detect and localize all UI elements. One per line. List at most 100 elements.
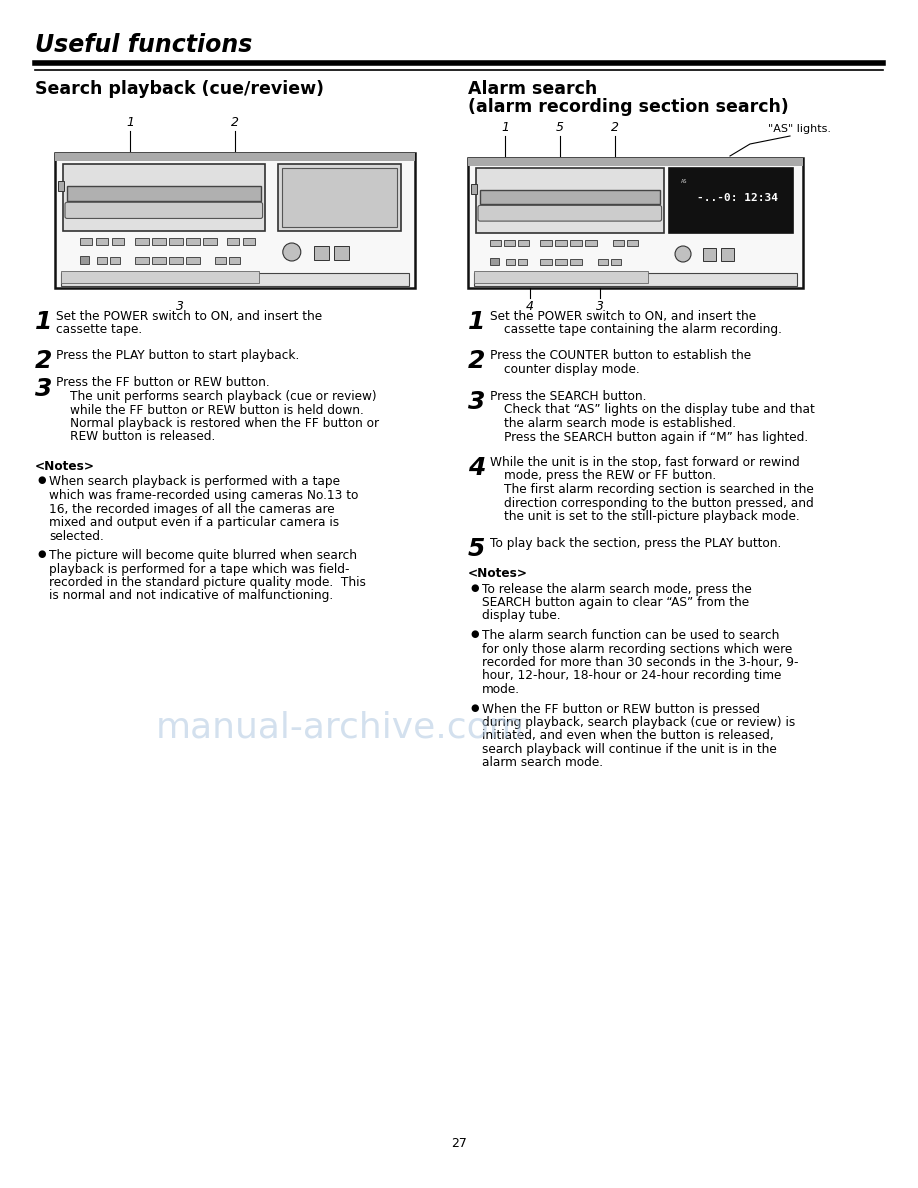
- Bar: [152, 257, 166, 264]
- Text: Set the POWER switch to ON, and insert the: Set the POWER switch to ON, and insert t…: [490, 310, 756, 323]
- Text: Check that “AS” lights on the display tube and that: Check that “AS” lights on the display tu…: [504, 404, 815, 417]
- Text: hour, 12-hour, 18-hour or 24-hour recording time: hour, 12-hour, 18-hour or 24-hour record…: [482, 670, 781, 682]
- Text: 16, the recorded images of all the cameras are: 16, the recorded images of all the camer…: [49, 503, 335, 516]
- Text: While the unit is in the stop, fast forward or rewind: While the unit is in the stop, fast forw…: [490, 456, 800, 469]
- Text: 2: 2: [611, 121, 619, 134]
- Text: To play back the section, press the PLAY button.: To play back the section, press the PLAY…: [490, 537, 781, 550]
- Text: playback is performed for a tape which was field-: playback is performed for a tape which w…: [49, 562, 350, 575]
- Text: <Notes>: <Notes>: [35, 460, 95, 473]
- Bar: [518, 259, 527, 265]
- Bar: [555, 240, 567, 246]
- Bar: [314, 246, 330, 260]
- Text: search playback will continue if the unit is in the: search playback will continue if the uni…: [482, 742, 777, 756]
- Bar: [468, 158, 803, 166]
- Circle shape: [675, 246, 691, 263]
- Text: When search playback is performed with a tape: When search playback is performed with a…: [49, 475, 340, 488]
- Text: The picture will become quite blurred when search: The picture will become quite blurred wh…: [49, 549, 357, 562]
- Text: When the FF button or REW button is pressed: When the FF button or REW button is pres…: [482, 702, 760, 715]
- Text: 2: 2: [231, 116, 239, 129]
- Text: The alarm search function can be used to search: The alarm search function can be used to…: [482, 628, 779, 642]
- Bar: [61, 272, 409, 286]
- Text: ●: ●: [470, 582, 478, 593]
- Text: ●: ●: [37, 549, 46, 560]
- Bar: [480, 190, 660, 204]
- Bar: [186, 238, 200, 245]
- Bar: [229, 257, 240, 264]
- Text: 27: 27: [451, 1137, 467, 1150]
- Bar: [169, 257, 183, 264]
- Text: the unit is set to the still-picture playback mode.: the unit is set to the still-picture pla…: [504, 510, 800, 523]
- Text: 1: 1: [126, 116, 134, 129]
- Text: AS: AS: [680, 179, 688, 184]
- Bar: [570, 240, 582, 246]
- Text: Normal playback is restored when the FF button or: Normal playback is restored when the FF …: [70, 417, 379, 430]
- Bar: [112, 238, 124, 245]
- Bar: [135, 257, 149, 264]
- Text: mode.: mode.: [482, 683, 520, 696]
- Bar: [585, 240, 597, 246]
- Bar: [58, 181, 64, 191]
- Bar: [63, 164, 264, 232]
- Bar: [555, 259, 567, 265]
- Text: 1: 1: [468, 310, 486, 334]
- Bar: [186, 257, 200, 264]
- Text: 2: 2: [468, 349, 486, 373]
- Text: counter display mode.: counter display mode.: [504, 362, 640, 375]
- FancyBboxPatch shape: [55, 153, 415, 287]
- Text: The first alarm recording section is searched in the: The first alarm recording section is sea…: [504, 484, 813, 497]
- Text: which was frame-recorded using cameras No.13 to: which was frame-recorded using cameras N…: [49, 489, 358, 503]
- Bar: [227, 238, 239, 245]
- FancyBboxPatch shape: [65, 202, 263, 219]
- Text: Press the SEARCH button again if “M” has lighted.: Press the SEARCH button again if “M” has…: [504, 430, 808, 443]
- Bar: [55, 153, 415, 162]
- Bar: [135, 238, 149, 245]
- Text: mode, press the REW or FF button.: mode, press the REW or FF button.: [504, 469, 716, 482]
- Text: SEARCH button again to clear “AS” from the: SEARCH button again to clear “AS” from t…: [482, 596, 749, 609]
- FancyBboxPatch shape: [468, 158, 803, 287]
- Bar: [97, 257, 107, 264]
- Bar: [540, 259, 552, 265]
- Text: recorded for more than 30 seconds in the 3-hour, 9-: recorded for more than 30 seconds in the…: [482, 656, 799, 669]
- Bar: [80, 255, 89, 264]
- Text: direction corresponding to the button pressed, and: direction corresponding to the button pr…: [504, 497, 813, 510]
- Text: Press the COUNTER button to establish the: Press the COUNTER button to establish th…: [490, 349, 751, 362]
- Text: Search playback (cue/review): Search playback (cue/review): [35, 80, 324, 97]
- Text: <Notes>: <Notes>: [468, 567, 528, 580]
- Text: 1: 1: [501, 121, 509, 134]
- Bar: [570, 259, 582, 265]
- Text: Press the SEARCH button.: Press the SEARCH button.: [490, 390, 646, 403]
- Bar: [669, 169, 793, 233]
- Text: Press the PLAY button to start playback.: Press the PLAY button to start playback.: [56, 349, 299, 362]
- Text: 4: 4: [468, 456, 486, 480]
- Text: Useful functions: Useful functions: [35, 33, 252, 57]
- Bar: [476, 169, 664, 233]
- Bar: [474, 273, 797, 286]
- Bar: [67, 187, 261, 201]
- Text: during playback, search playback (cue or review) is: during playback, search playback (cue or…: [482, 716, 795, 729]
- Text: REW button is released.: REW button is released.: [70, 430, 215, 443]
- Bar: [598, 259, 608, 265]
- Text: for only those alarm recording sections which were: for only those alarm recording sections …: [482, 643, 792, 656]
- Text: 3: 3: [176, 301, 184, 312]
- Text: manual-archive.com: manual-archive.com: [155, 710, 524, 745]
- Text: mixed and output even if a particular camera is: mixed and output even if a particular ca…: [49, 516, 339, 529]
- Text: recorded in the standard picture quality mode.  This: recorded in the standard picture quality…: [49, 576, 366, 589]
- Text: "AS" lights.: "AS" lights.: [768, 124, 831, 134]
- Text: 1: 1: [35, 310, 52, 334]
- Text: selected.: selected.: [49, 530, 104, 543]
- Text: To release the alarm search mode, press the: To release the alarm search mode, press …: [482, 582, 752, 595]
- FancyBboxPatch shape: [478, 206, 662, 221]
- Text: Alarm search: Alarm search: [468, 80, 598, 97]
- Bar: [627, 240, 638, 246]
- Text: The unit performs search playback (cue or review): The unit performs search playback (cue o…: [70, 390, 376, 403]
- Bar: [152, 238, 166, 245]
- Bar: [506, 259, 515, 265]
- Text: ●: ●: [470, 702, 478, 713]
- Text: is normal and not indicative of malfunctioning.: is normal and not indicative of malfunct…: [49, 589, 333, 602]
- Text: 5: 5: [468, 537, 486, 562]
- Text: 3: 3: [468, 390, 486, 413]
- Text: Press the FF button or REW button.: Press the FF button or REW button.: [56, 377, 270, 390]
- Text: ●: ●: [37, 475, 46, 486]
- Bar: [518, 240, 529, 246]
- Text: initiated, and even when the button is released,: initiated, and even when the button is r…: [482, 729, 774, 742]
